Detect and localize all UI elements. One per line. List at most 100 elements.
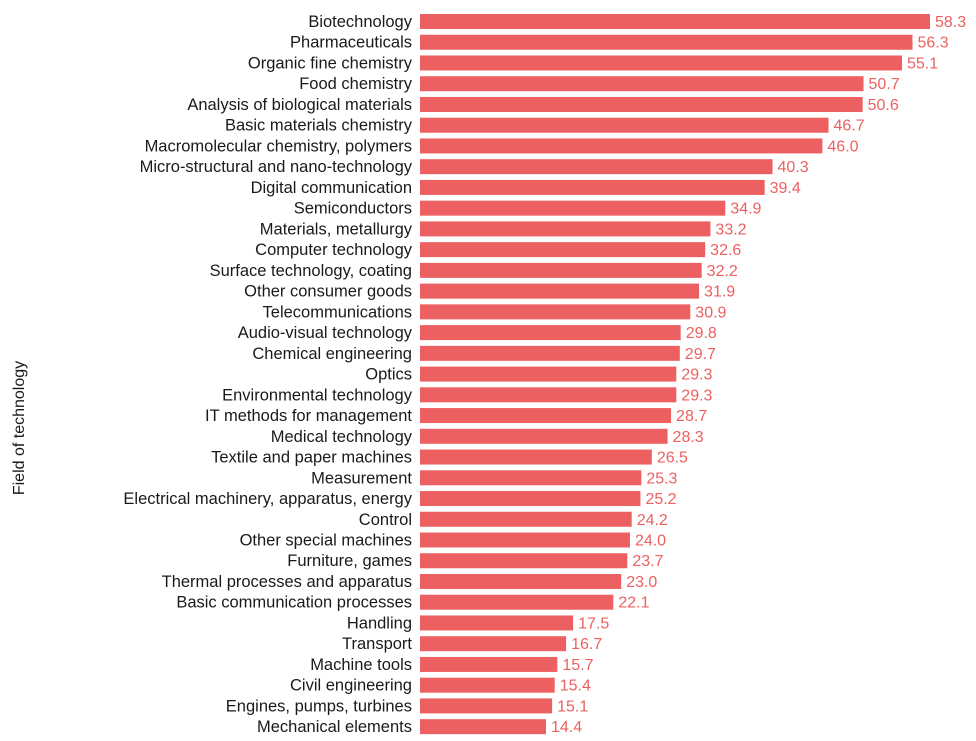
category-label: Basic materials chemistry <box>225 117 413 135</box>
category-label: Engines, pumps, turbines <box>226 697 412 715</box>
bar <box>420 304 691 320</box>
value-label: 24.0 <box>635 533 666 550</box>
bar <box>420 698 553 714</box>
category-label: Chemical engineering <box>252 345 412 363</box>
value-label: 28.7 <box>676 408 707 425</box>
bar <box>420 242 706 258</box>
category-label: Audio-visual technology <box>238 324 413 342</box>
category-label: Other special machines <box>240 532 412 550</box>
bar <box>420 221 711 237</box>
value-label: 25.2 <box>645 491 676 508</box>
bar <box>420 138 823 154</box>
value-label: 29.3 <box>681 367 712 384</box>
bar <box>420 615 574 631</box>
bar <box>420 491 641 507</box>
value-label: 58.3 <box>935 14 966 31</box>
value-label: 24.2 <box>637 512 668 529</box>
category-label: Organic fine chemistry <box>248 54 413 72</box>
bar <box>420 408 672 424</box>
value-label: 31.9 <box>704 284 735 301</box>
category-label: Computer technology <box>255 241 413 259</box>
y-axis-label: Field of technology <box>11 361 28 495</box>
value-label: 40.3 <box>778 159 809 176</box>
category-label: Civil engineering <box>290 677 412 695</box>
value-label: 30.9 <box>695 304 726 321</box>
bar <box>420 511 632 527</box>
category-label: Micro-structural and nano-technology <box>140 158 413 176</box>
value-label: 56.3 <box>918 35 949 52</box>
bar <box>420 345 680 361</box>
bars-group <box>420 14 930 735</box>
value-label: 29.7 <box>685 346 716 363</box>
value-label: 46.7 <box>834 118 865 135</box>
bar <box>420 117 829 133</box>
value-label: 32.2 <box>707 263 738 280</box>
bar <box>420 325 681 341</box>
value-label: 33.2 <box>715 221 746 238</box>
category-labels: Biotechnology Pharmaceuticals Organic fine… <box>123 13 412 736</box>
value-label: 26.5 <box>657 450 688 467</box>
category-label: Food chemistry <box>299 75 413 93</box>
category-label: Macromolecular chemistry, polymers <box>145 137 412 155</box>
bar <box>420 719 546 735</box>
bar <box>420 262 702 278</box>
value-labels: 58.3 56.3 55.1 50.7 50.646.7 46.0 40.3 39.4 34.9… <box>551 14 966 736</box>
category-label: Environmental technology <box>222 386 413 404</box>
bar <box>420 470 642 486</box>
category-label: Handling <box>347 614 412 632</box>
bar <box>420 55 903 71</box>
category-label: Digital communication <box>251 179 412 197</box>
bar <box>420 159 773 175</box>
value-label: 23.7 <box>632 553 663 570</box>
bar <box>420 656 558 672</box>
category-label: Other consumer goods <box>244 283 412 301</box>
category-label: Materials, metallurgy <box>260 220 413 238</box>
category-label: Analysis of biological materials <box>187 96 412 114</box>
bar <box>420 677 555 693</box>
value-label: 15.7 <box>562 657 593 674</box>
category-label: Thermal processes and apparatus <box>162 573 412 591</box>
bar <box>420 636 567 652</box>
category-label: Furniture, games <box>287 552 412 570</box>
category-label: Surface technology, coating <box>210 262 412 280</box>
value-label: 14.4 <box>551 719 582 736</box>
value-label: 15.4 <box>560 678 591 695</box>
value-label: 55.1 <box>907 55 938 72</box>
value-label: 50.7 <box>869 76 900 93</box>
value-label: 50.6 <box>868 97 899 114</box>
category-label: Transport <box>342 635 412 653</box>
value-label: 46.0 <box>827 138 858 155</box>
category-label: IT methods for management <box>205 407 412 425</box>
bar <box>420 594 614 610</box>
bar <box>420 34 913 50</box>
bar <box>420 96 863 112</box>
value-label: 25.3 <box>646 470 677 487</box>
value-label: 39.4 <box>770 180 801 197</box>
category-label: Textile and paper machines <box>211 449 412 467</box>
bar <box>420 283 700 299</box>
bar <box>420 553 628 569</box>
value-label: 32.6 <box>710 242 741 259</box>
category-label: Control <box>359 511 412 529</box>
category-label: Machine tools <box>310 656 412 674</box>
bar <box>420 387 677 403</box>
category-label: Semiconductors <box>294 200 412 218</box>
bar <box>420 76 864 92</box>
bar <box>420 428 668 444</box>
bar <box>420 14 930 29</box>
value-label: 22.1 <box>618 595 649 612</box>
bar <box>420 532 630 548</box>
value-label: 16.7 <box>571 636 602 653</box>
value-label: 15.1 <box>557 698 588 715</box>
value-label: 29.3 <box>681 387 712 404</box>
bar <box>420 449 652 465</box>
bar <box>420 366 677 382</box>
category-label: Biotechnology <box>308 13 412 31</box>
value-label: 28.3 <box>673 429 704 446</box>
category-label: Pharmaceuticals <box>290 34 412 52</box>
category-label: Electrical machinery, apparatus, energy <box>123 490 412 508</box>
category-label: Telecommunications <box>263 303 412 321</box>
value-label: 29.8 <box>686 325 717 342</box>
